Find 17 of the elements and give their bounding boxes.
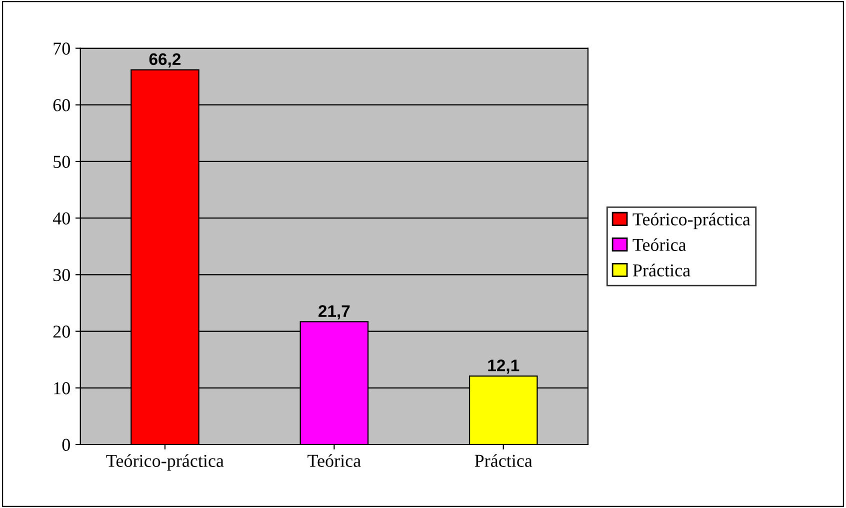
y-tick-label: 30: [53, 268, 70, 282]
x-tick-label: Teórica: [308, 454, 361, 467]
y-tick-label: 0: [62, 438, 70, 451]
data-label: 12,1: [488, 360, 520, 374]
x-tick-label: Teórico-práctica: [106, 454, 224, 471]
legend-label: Teórica: [632, 238, 686, 251]
data-label: 21,7: [318, 305, 350, 320]
y-tick-label: 40: [52, 212, 70, 225]
y-tick-label: 20: [53, 326, 70, 338]
legend-label: Práctica: [632, 264, 690, 276]
y-tick-label: 10: [54, 382, 70, 394]
y-tick-label: 50: [54, 156, 70, 168]
y-tick-label: 60: [53, 99, 70, 112]
data-label: 66,2: [149, 53, 181, 68]
legend-label: Teórico-práctica: [632, 212, 750, 230]
x-tick-label: Práctica: [474, 454, 532, 467]
y-tick-label: 70: [54, 42, 70, 55]
